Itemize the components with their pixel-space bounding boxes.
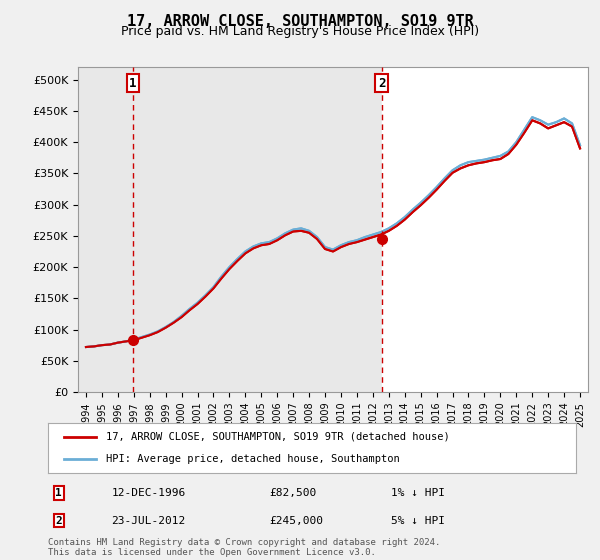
Text: 12-DEC-1996: 12-DEC-1996	[112, 488, 185, 498]
Bar	[133, 67, 382, 392]
Text: 5% ↓ HPI: 5% ↓ HPI	[391, 516, 445, 526]
Bar	[382, 67, 588, 392]
Text: 2: 2	[55, 516, 62, 526]
Text: 1% ↓ HPI: 1% ↓ HPI	[391, 488, 445, 498]
Text: 2: 2	[378, 77, 385, 90]
Text: Contains HM Land Registry data © Crown copyright and database right 2024.
This d: Contains HM Land Registry data © Crown c…	[48, 538, 440, 557]
Text: 1: 1	[129, 77, 137, 90]
Text: Price paid vs. HM Land Registry's House Price Index (HPI): Price paid vs. HM Land Registry's House …	[121, 25, 479, 38]
Text: 1: 1	[55, 488, 62, 498]
Text: £82,500: £82,500	[270, 488, 317, 498]
Text: 23-JUL-2012: 23-JUL-2012	[112, 516, 185, 526]
Text: 17, ARROW CLOSE, SOUTHAMPTON, SO19 9TR (detached house): 17, ARROW CLOSE, SOUTHAMPTON, SO19 9TR (…	[106, 432, 450, 442]
Text: 17, ARROW CLOSE, SOUTHAMPTON, SO19 9TR: 17, ARROW CLOSE, SOUTHAMPTON, SO19 9TR	[127, 14, 473, 29]
Text: HPI: Average price, detached house, Southampton: HPI: Average price, detached house, Sout…	[106, 454, 400, 464]
Text: £245,000: £245,000	[270, 516, 324, 526]
Bar	[78, 67, 133, 392]
